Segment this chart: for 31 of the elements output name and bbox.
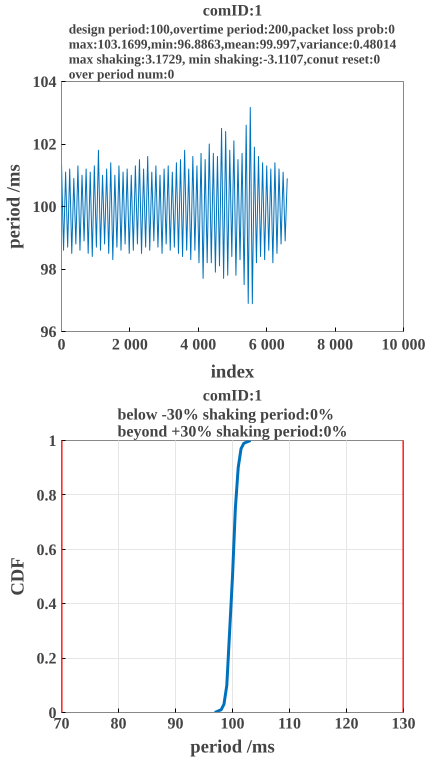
x-tick-label: 80: [110, 716, 126, 732]
y-tick-label: 0.8: [36, 487, 56, 504]
chart-title: comID:1: [202, 388, 262, 404]
x-tick-label: 100: [220, 716, 244, 732]
line-series: [62, 106, 288, 304]
chart-subtitle: design period:100,overtime period:200,packet loss prob:0 max:103.1699,min:96.8863,mean:99.997,variance:0.48014 max shaking:3.1729, min shaking:-3.1107,conut reset:0 over period num:0: [68, 22, 397, 82]
y-tick-label: 0.2: [36, 650, 56, 668]
x-tick-label: 8 000: [317, 336, 354, 354]
y-tick-label: 100: [32, 199, 56, 216]
x-axis-title: index: [210, 362, 255, 382]
x-tick-label: 6 000: [248, 336, 285, 354]
chart-title: comID:1: [202, 2, 262, 20]
chart-subtitle: below -30% shaking period:0% beyond +30% shaking period:0%: [117, 406, 348, 440]
x-tick-label: 90: [168, 716, 184, 732]
y-tick-label: 0.4: [36, 596, 56, 614]
x-tick-label: 120: [334, 716, 358, 732]
y-tick-label: 0.6: [36, 542, 56, 559]
x-tick-label: 4 000: [180, 336, 216, 354]
y-tick-label: 102: [32, 136, 56, 154]
x-tick-label: 10 000: [382, 336, 426, 354]
y-tick-label: 96: [40, 324, 56, 341]
line-series: [213, 440, 252, 712]
y-axis-title: period /ms: [4, 164, 24, 249]
x-tick-label: 2 000: [112, 336, 148, 354]
y-tick-label: 104: [32, 74, 56, 91]
x-tick-label: 110: [278, 716, 302, 732]
x-tick-label: 130: [392, 716, 416, 732]
y-tick-label: 98: [40, 262, 56, 278]
x-axis-title: period /ms: [190, 736, 275, 758]
y-axis-title: CDF: [8, 557, 28, 596]
y-tick-label: 1: [48, 433, 56, 450]
